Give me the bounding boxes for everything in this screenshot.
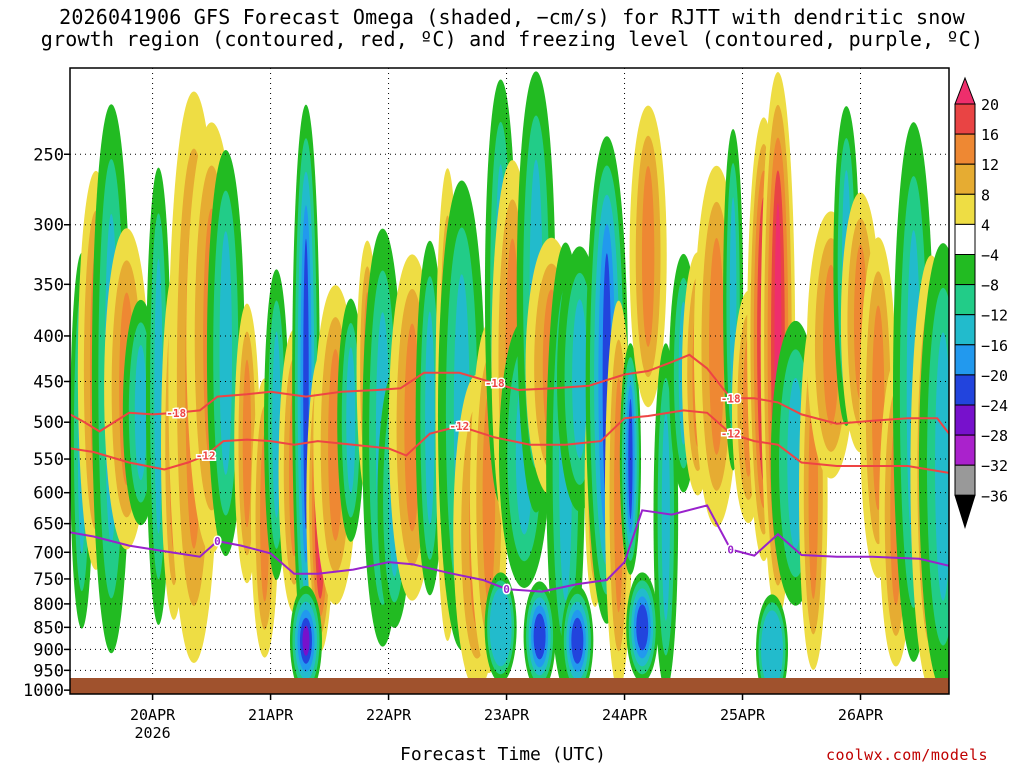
y-axis: 2503003504004505005506006507007508008509… (23, 145, 70, 701)
colorbar-swatch (954, 223, 976, 255)
omega-shade (571, 617, 584, 664)
contour-label: 0 (214, 535, 221, 548)
x-axis-title: Forecast Time (UTC) (400, 744, 606, 765)
colorbar-label: −24 (981, 397, 1008, 415)
y-tick-label: 300 (33, 216, 64, 236)
colorbar-arrow-bottom (954, 494, 976, 529)
y-tick-label: 700 (33, 543, 64, 563)
omega-shade (219, 231, 233, 475)
y-tick-label: 500 (33, 413, 64, 433)
colorbar-swatch (954, 103, 976, 135)
y-tick-label: 350 (33, 275, 64, 295)
y-tick-label: 650 (33, 515, 64, 535)
colorbar-label: −28 (981, 427, 1008, 445)
omega-shade (302, 625, 310, 656)
y-tick-label: 1000 (23, 681, 64, 701)
y-tick-label: 900 (33, 640, 64, 660)
colorbar-label: 20 (981, 96, 999, 114)
y-tick-label: 550 (33, 450, 64, 470)
omega-shade (154, 259, 163, 534)
omega-shade (761, 610, 784, 689)
colorbar-label: −36 (981, 487, 1008, 505)
colorbar-swatch (954, 193, 976, 225)
omega-shade (346, 347, 356, 494)
colorbar-label: −32 (981, 457, 1008, 475)
x-tick-label: 23APR (484, 706, 530, 724)
y-tick-label: 850 (33, 618, 64, 638)
colorbar-label: 4 (981, 216, 990, 234)
contour-label: -12 (449, 420, 469, 433)
contour-label: -12 (721, 428, 741, 441)
colorbar-label: −16 (981, 337, 1008, 355)
omega-shade (242, 359, 252, 528)
x-tick-label: 24APR (602, 706, 648, 724)
contour-label: -18 (485, 377, 505, 390)
colorbar-label: 8 (981, 186, 990, 204)
y-tick-label: 800 (33, 595, 64, 615)
x-tick-label: 25APR (720, 706, 766, 724)
ground-surface (70, 678, 949, 694)
y-tick-label: 950 (33, 661, 64, 681)
colorbar-label: 16 (981, 126, 999, 144)
colorbar-swatch (954, 314, 976, 346)
colorbar-swatch (954, 163, 976, 195)
y-tick-label: 450 (33, 372, 64, 392)
contour--18 (70, 353, 949, 435)
y-tick-label: 250 (33, 145, 64, 165)
omega-shade (636, 604, 649, 651)
colorbar-label: −8 (981, 277, 999, 295)
contour-0 (70, 504, 949, 593)
colorbar-label: −4 (981, 247, 999, 265)
chart-title: 2026041906 GFS Forecast Omega (shaded, −… (0, 6, 1024, 50)
omega-shade (272, 331, 281, 518)
omega-shade (661, 412, 670, 621)
title-line-1: 2026041906 GFS Forecast Omega (shaded, −… (59, 5, 965, 29)
omega-shade (533, 613, 546, 660)
colorbar-swatch (954, 404, 976, 436)
contour-label: 0 (727, 544, 734, 557)
colorbar-label: −20 (981, 367, 1008, 385)
colorbar: 20 16 12 8 4 −4 −8 −12 −16 −20 −24 −28 −32 −36 (954, 76, 1008, 529)
omega-shade (572, 299, 588, 459)
credit-text: coolwx.com/models (826, 746, 989, 764)
colorbar-swatch (954, 374, 976, 406)
contour-lines: -18 -18 -18 -12 -12 -12 0 0 0 (70, 353, 949, 598)
colorbar-swatch (954, 464, 976, 496)
colorbar-swatch (954, 344, 976, 376)
y-tick-label: 750 (33, 570, 64, 590)
colorbar-swatch (954, 434, 976, 466)
y-tick-label: 600 (33, 484, 64, 504)
contour-label: -18 (721, 392, 741, 405)
omega-shade (709, 238, 725, 455)
colorbar-swatch (954, 133, 976, 165)
x-axis: 20APR 21APR 22APR 23APR 24APR 25APR 26APR 2026 (130, 694, 884, 742)
omega-shade (935, 332, 949, 601)
x-tick-label: 20APR (130, 706, 176, 724)
contour--12 (70, 409, 949, 474)
colorbar-arrow-top (954, 76, 976, 105)
colorbar-swatch (954, 254, 976, 286)
omega-shade (641, 165, 655, 347)
x-tick-label: 22APR (366, 706, 412, 724)
omega-shade (134, 344, 147, 481)
colorbar-swatch (954, 284, 976, 316)
title-line-2: growth region (contoured, red, ºC) and f… (40, 27, 984, 51)
colorbar-label: 12 (981, 156, 999, 174)
y-tick-label: 400 (33, 327, 64, 347)
contour-label: -18 (166, 407, 186, 420)
omega-shade (425, 311, 435, 525)
colorbar-label: −12 (981, 307, 1008, 325)
contour-label: -12 (196, 450, 216, 463)
x-tick-label: 26APR (838, 706, 884, 724)
x-tick-label: 21APR (248, 706, 294, 724)
x-tick-sublabel: 2026 (135, 724, 171, 742)
contour-label: 0 (503, 583, 510, 596)
